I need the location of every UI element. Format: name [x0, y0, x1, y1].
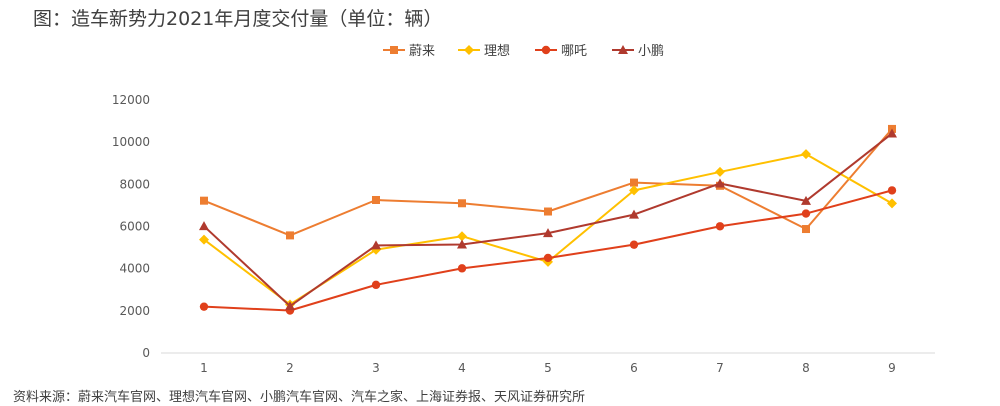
data-point — [457, 239, 467, 249]
chart-legend: 蔚来 理想 哪吒 小鹏 — [383, 43, 664, 59]
legend-marker — [390, 46, 398, 54]
series-3 — [199, 186, 897, 315]
legend-label: 蔚来 — [409, 44, 435, 59]
data-point — [544, 207, 552, 216]
y-tick-label: 0 — [142, 346, 150, 360]
data-point — [458, 199, 466, 208]
y-tick-label: 4000 — [119, 262, 150, 276]
data-point — [802, 225, 810, 234]
data-point — [715, 178, 725, 188]
x-axis: 1 2 3 4 5 6 7 8 9 — [200, 361, 896, 375]
x-tick-label: 7 — [716, 361, 724, 375]
x-tick-label: 5 — [544, 361, 552, 375]
y-axis: 0 2000 4000 6000 8000 10000 12000 — [112, 93, 150, 360]
data-point — [371, 280, 381, 290]
data-point — [457, 264, 467, 273]
x-tick-label: 9 — [888, 361, 896, 375]
data-point — [199, 221, 209, 231]
series-line — [203, 128, 893, 237]
legend-marker — [464, 45, 474, 55]
data-point — [543, 253, 553, 263]
data-point — [887, 198, 897, 209]
data-point — [629, 209, 639, 219]
y-tick-label: 10000 — [112, 135, 150, 149]
data-point — [457, 231, 467, 242]
series-1 — [200, 124, 896, 240]
data-point — [200, 196, 208, 205]
data-point — [887, 128, 897, 138]
y-tick-label: 6000 — [119, 220, 150, 234]
data-point — [286, 231, 294, 240]
x-tick-label: 1 — [200, 361, 208, 375]
data-point — [629, 185, 639, 196]
chart-title: 图：造车新势力2021年月度交付量（单位：辆） — [33, 8, 443, 30]
data-point — [630, 178, 638, 187]
legend-item: 小鹏 — [612, 44, 664, 59]
legend-label: 哪吒 — [561, 44, 587, 59]
data-point — [715, 222, 725, 231]
legend-label: 小鹏 — [638, 44, 664, 59]
data-point — [199, 234, 209, 245]
source-note: 资料来源：蔚来汽车官网、理想汽车官网、小鹏汽车官网、汽车之家、上海证券报、天风证… — [13, 390, 586, 405]
x-tick-label: 4 — [458, 361, 466, 375]
y-tick-label: 8000 — [119, 177, 150, 191]
x-tick-label: 2 — [286, 361, 294, 375]
data-point — [371, 240, 381, 250]
data-point — [801, 209, 811, 218]
legend-marker — [618, 45, 628, 54]
series-group — [199, 124, 897, 315]
data-point — [801, 195, 811, 205]
y-tick-label: 2000 — [119, 304, 150, 318]
legend-marker — [541, 45, 551, 55]
series-4 — [199, 128, 897, 311]
x-tick-label: 8 — [802, 361, 810, 375]
data-point — [372, 195, 380, 204]
legend-item: 蔚来 — [383, 44, 435, 59]
data-point — [629, 240, 639, 249]
x-tick-label: 3 — [372, 361, 380, 375]
legend-label: 理想 — [484, 43, 510, 59]
data-point — [543, 228, 553, 238]
y-tick-label: 12000 — [112, 93, 150, 107]
data-point — [715, 166, 725, 177]
data-point — [887, 186, 897, 195]
data-point — [285, 301, 295, 311]
data-point — [199, 302, 209, 311]
x-tick-label: 6 — [630, 361, 638, 375]
data-point — [801, 149, 811, 160]
legend-item: 哪吒 — [535, 44, 587, 59]
legend-item: 理想 — [458, 43, 510, 59]
